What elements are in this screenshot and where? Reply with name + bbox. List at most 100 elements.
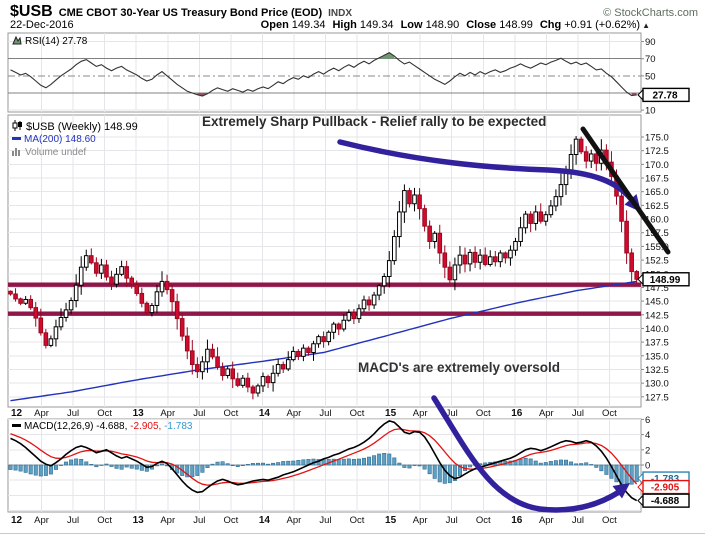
x-axis-label: Apr [413, 408, 428, 419]
x-axis-label: 16 [511, 515, 523, 526]
x-axis-label: 13 [133, 408, 145, 419]
svg-text:-1.783: -1.783 [651, 474, 680, 485]
pullback-arrow [337, 139, 634, 202]
change-value: +0.91 (+0.62%) [564, 19, 641, 31]
price-axis-tick: 162.5 [645, 201, 669, 212]
rsi-axis-tick: 50 [645, 71, 656, 82]
volume-bars-icon [12, 147, 22, 160]
price-axis-tick: 155.0 [645, 242, 669, 253]
high-value: 149.34 [359, 19, 394, 31]
x-axis-label: Oct [602, 408, 617, 419]
x-axis-label: 12 [11, 515, 23, 526]
x-axis-label: Jul [67, 515, 79, 526]
price-axis-tick: 132.5 [645, 365, 669, 376]
price-axis-tick: 172.5 [645, 146, 669, 157]
right-axis-labels: 175.0172.5170.0167.5165.0162.5160.0157.5… [641, 37, 669, 472]
macd-signal-value-box: -2.905 [637, 479, 690, 495]
x-axis-label: 13 [133, 515, 145, 526]
macd-axis-tick: 2 [645, 445, 650, 456]
price-axis-tick: 147.5 [645, 283, 669, 294]
x-axis-label: Oct [350, 408, 365, 419]
price-legend: $USB (Weekly) 148.99 [12, 120, 138, 134]
x-axis-label: Jul [319, 515, 331, 526]
high-label: High [332, 19, 357, 31]
ticker-symbol: $USB [10, 3, 53, 20]
price-axis-tick: 160.0 [645, 215, 669, 226]
oversold-arrow-head [612, 483, 630, 499]
chart-title: CME CBOT 30-Year US Treasury Bond Price … [58, 7, 323, 19]
open-label: Open [260, 19, 289, 31]
macd-hist-value: -1.783 [164, 421, 193, 432]
x-axis-label: Apr [160, 515, 175, 526]
x-axis-label: Apr [539, 408, 554, 419]
volume-legend-label: Volume undef [25, 147, 87, 158]
ohlc-quote: Open 149.34 High 149.34 Low 148.90 Close 148.99… [254, 19, 650, 31]
rsi-value-box: 27.78 [637, 87, 690, 103]
date-label: 22-Dec-2016 [10, 19, 74, 31]
x-axis-label: Apr [413, 515, 428, 526]
close-label: Close [466, 19, 497, 31]
price-axis-tick: 142.5 [645, 310, 669, 321]
rsi-legend-label: RSI(14) 27.78 [25, 36, 88, 47]
open-value: 149.34 [291, 19, 326, 31]
price-axis-tick: 167.5 [645, 174, 669, 185]
exchange-tag: INDX [328, 8, 353, 19]
price-axis-tick: 140.0 [645, 324, 669, 335]
oversold-arrow [431, 395, 622, 513]
x-axis-label: Apr [34, 408, 49, 419]
quote-row: 22-Dec-2016 Open 149.34 High 149.34 Low 148.9… [10, 19, 698, 31]
price-value-box: 148.99 [637, 272, 690, 287]
x-axis-label: Jul [193, 515, 205, 526]
macd-value: -4.688, [96, 421, 128, 432]
rsi-indicator-icon [12, 35, 22, 49]
annotation-oversold-text: MACD's are extremely oversold [358, 360, 561, 375]
price-axis-tick: 165.0 [645, 187, 669, 198]
x-axis-label: Jul [572, 408, 584, 419]
ma200-line [10, 280, 637, 402]
x-axis-label: 16 [511, 408, 523, 419]
price-axis-tick: 127.5 [645, 392, 669, 403]
downtrend-line [580, 126, 671, 255]
macd-axis-tick: 6 [645, 415, 650, 426]
rsi-axis-tick: 90 [645, 37, 656, 48]
x-axis-label: Jul [193, 408, 205, 419]
rsi-axis-tick: 10 [645, 106, 656, 117]
annotation-pullback-text: Extremely Sharp Pullback - Relief rally … [202, 114, 547, 129]
macd-series [8, 420, 639, 502]
x-axis-labels: 12 Apr Jul Oct 13 Apr Jul Oct 14 Apr Jul Oct 15 Apr Ju… [11, 408, 617, 526]
svg-text:27.78: 27.78 [652, 90, 677, 101]
candlestick-icon [12, 120, 23, 134]
price-axis-tick: 135.0 [645, 351, 669, 362]
price-axis-tick: 175.0 [645, 133, 669, 144]
macd-line-icon [12, 424, 21, 427]
x-axis-label: Oct [223, 408, 238, 419]
svg-text:-4.688: -4.688 [651, 496, 680, 507]
x-axis-label: Apr [539, 515, 554, 526]
change-up-icon: ▲ [642, 21, 650, 30]
macd-signal-value: -2.905, [130, 421, 162, 432]
price-axis-tick: 130.0 [645, 379, 669, 390]
grid-layer [0, 32, 705, 534]
x-axis-label: 15 [385, 515, 397, 526]
support-resistance-lines [8, 282, 641, 316]
rsi-series [10, 52, 637, 97]
macd-axis-tick: 0 [645, 461, 650, 472]
price-legend-label: $USB (Weekly) 148.99 [26, 121, 138, 133]
price-axis-tick: 170.0 [645, 160, 669, 171]
price-axis-tick: 137.5 [645, 338, 669, 349]
x-axis-label: Oct [223, 515, 238, 526]
rsi-legend: RSI(14) 27.78 [12, 35, 87, 49]
x-axis-label: Oct [476, 408, 491, 419]
rsi-axis-tick: 70 [645, 54, 656, 65]
macd-legend: MACD(12,26,9) -4.688, -2.905, -1.783 [12, 421, 192, 433]
change-label: Chg [539, 19, 562, 31]
x-axis-label: Jul [446, 515, 458, 526]
macd-legend-name: MACD(12,26,9) [24, 421, 94, 432]
x-axis-label: Jul [572, 515, 584, 526]
copyright: © StockCharts.com [603, 7, 698, 19]
volume-legend: Volume undef [12, 147, 86, 160]
x-axis-label: Jul [446, 408, 458, 419]
macd-value-box: -4.688 [637, 493, 690, 508]
